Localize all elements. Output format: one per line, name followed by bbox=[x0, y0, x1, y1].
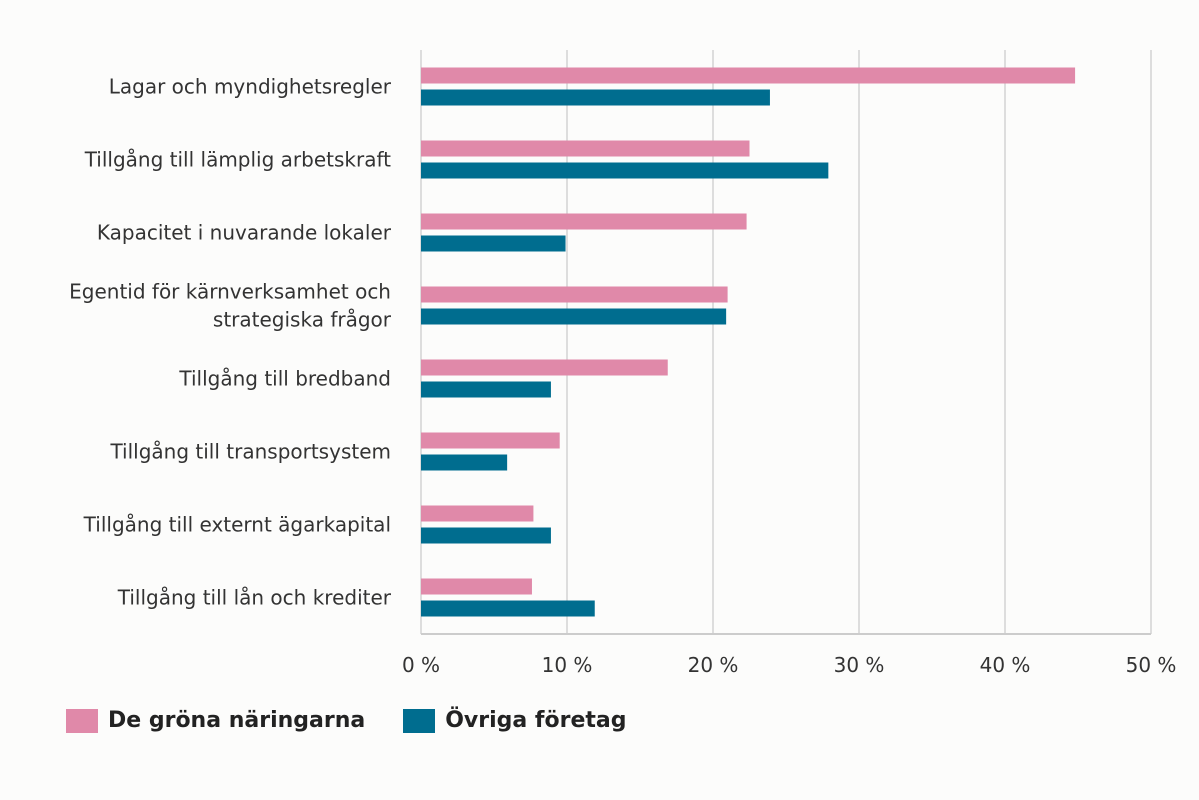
bar-series-2 bbox=[421, 162, 829, 179]
legend-item-series-2: Övriga företag bbox=[403, 708, 627, 733]
bar-series-2 bbox=[421, 600, 595, 617]
bar-series-2 bbox=[421, 527, 551, 544]
bars bbox=[421, 67, 1076, 617]
legend-item-series-1: De gröna näringarna bbox=[66, 708, 365, 733]
bar-series-2 bbox=[421, 454, 508, 471]
x-tick-label: 50 % bbox=[1126, 653, 1177, 677]
bar-series-1 bbox=[421, 505, 534, 522]
legend: De gröna näringarna Övriga företag bbox=[66, 708, 665, 733]
category-label: Tillgång till bredband bbox=[178, 367, 391, 391]
x-axis-tick-labels: 0 % 10 % 20 % 30 % 40 % 50 % bbox=[402, 653, 1176, 677]
category-label: Kapacitet i nuvarande lokaler bbox=[97, 221, 392, 245]
legend-label-series-1: De gröna näringarna bbox=[108, 708, 366, 733]
category-label: Tillgång till lämplig arbetskraft bbox=[84, 148, 391, 172]
bar-series-1 bbox=[421, 359, 668, 376]
bar-series-1 bbox=[421, 578, 532, 595]
category-label: Tillgång till lån och krediter bbox=[117, 586, 392, 610]
bar-series-2 bbox=[421, 235, 566, 252]
gridlines bbox=[420, 50, 1152, 634]
category-label: strategiska frågor bbox=[213, 308, 392, 332]
bar-series-2 bbox=[421, 308, 727, 325]
category-label: Tillgång till transportsystem bbox=[109, 440, 391, 464]
x-tick-label: 10 % bbox=[542, 653, 593, 677]
category-label: Egentid för kärnverksamhet och bbox=[69, 280, 391, 304]
bar-series-1 bbox=[421, 67, 1076, 84]
bar-series-2 bbox=[421, 89, 770, 106]
category-labels: Lagar och myndighetsregler Tillgång till … bbox=[69, 75, 392, 610]
bar-series-1 bbox=[421, 286, 728, 303]
x-tick-label: 40 % bbox=[980, 653, 1031, 677]
legend-label-series-2: Övriga företag bbox=[445, 708, 627, 733]
bar-series-2 bbox=[421, 381, 551, 398]
legend-swatch-series-2 bbox=[403, 708, 436, 733]
legend-swatch-series-1 bbox=[66, 708, 98, 733]
x-tick-label: 30 % bbox=[834, 653, 885, 677]
category-label: Tillgång till externt ägarkapital bbox=[83, 513, 391, 537]
x-tick-label: 20 % bbox=[688, 653, 739, 677]
x-tick-label: 0 % bbox=[402, 653, 440, 677]
bar-series-1 bbox=[421, 140, 750, 157]
bar-series-1 bbox=[421, 213, 747, 230]
bar-series-1 bbox=[421, 432, 560, 449]
category-label: Lagar och myndighetsregler bbox=[109, 75, 392, 99]
